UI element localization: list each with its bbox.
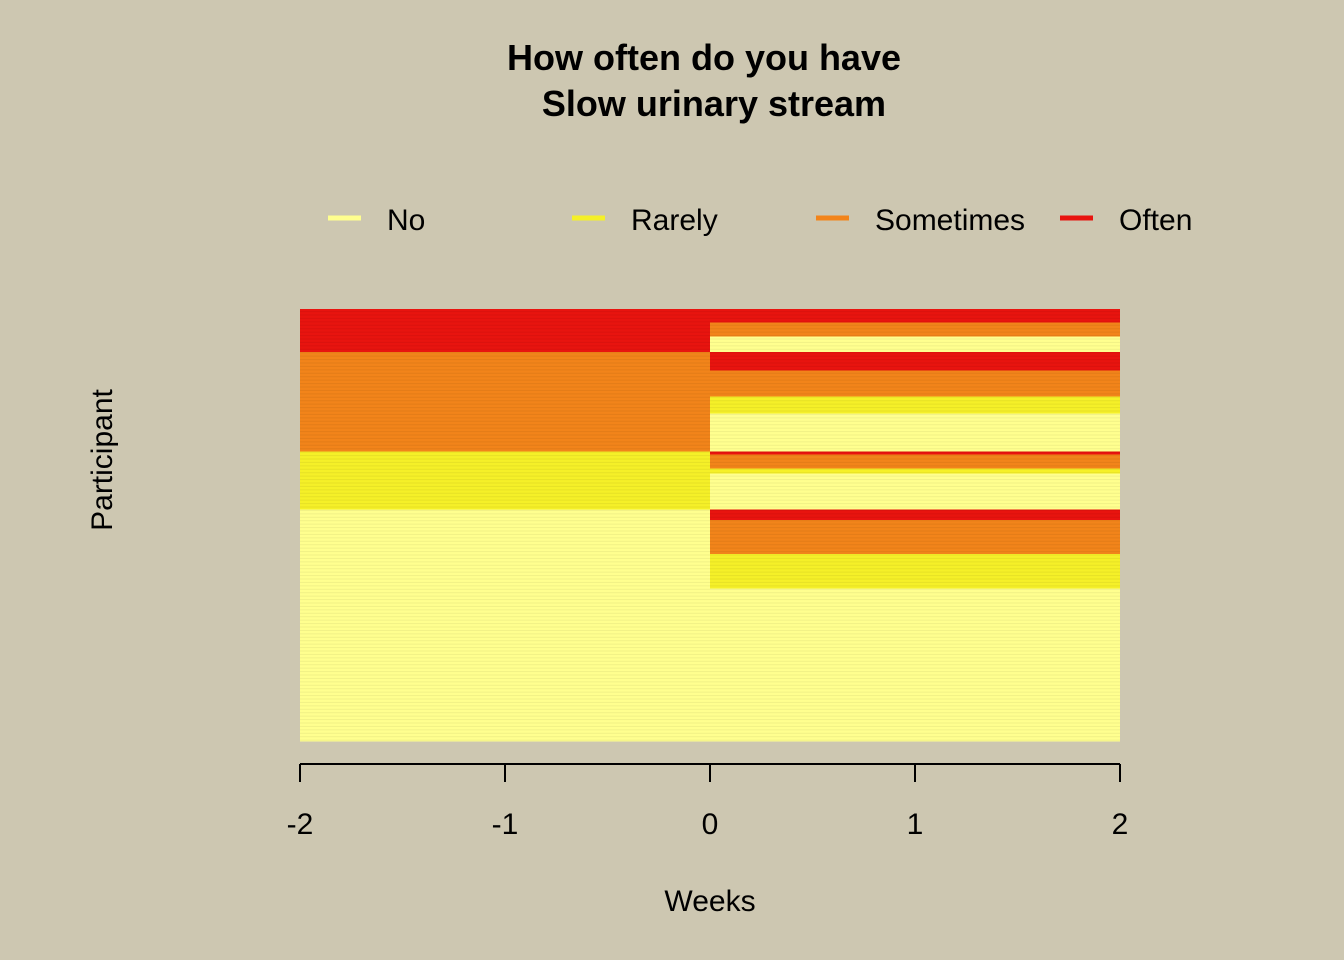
cell-before-14: [300, 588, 710, 742]
x-tick-label: 0: [702, 808, 719, 841]
cell-after-6: [710, 413, 1120, 452]
legend-label-rarely: Rarely: [631, 204, 718, 237]
x-axis: -2 -1 0 1 2: [287, 763, 1129, 841]
chart-title: How often do you have Slow urinary strea…: [507, 37, 901, 124]
legend: No Rarely Sometimes Often: [328, 204, 1192, 237]
chart-title-line-2: Slow urinary stream: [542, 83, 886, 124]
cell-before-1: [300, 322, 710, 337]
chart-title-line-1: How often do you have: [507, 37, 901, 78]
cell-before-10: [300, 473, 710, 510]
cell-before-0: [300, 309, 710, 324]
cell-after-9: [710, 468, 1120, 474]
cell-before-2: [300, 336, 710, 353]
cell-after-7: [710, 451, 1120, 456]
cell-after-12: [710, 519, 1120, 555]
x-tick-label: -2: [287, 808, 314, 841]
cell-after-2: [710, 336, 1120, 353]
x-tick-label: 2: [1112, 808, 1129, 841]
cell-before-3: [300, 351, 710, 372]
cell-after-8: [710, 454, 1120, 469]
cell-before-6: [300, 413, 710, 452]
cell-after-1: [710, 322, 1120, 337]
participant-row-lines: [300, 311, 1120, 741]
cell-before-8: [300, 454, 710, 469]
cell-after-5: [710, 396, 1120, 414]
x-tick-label: -1: [492, 808, 519, 841]
cell-before-4: [300, 370, 710, 397]
cell-before-12: [300, 519, 710, 555]
y-axis-label: Participant: [86, 388, 119, 530]
cell-after-11: [710, 509, 1120, 521]
legend-label-often: Often: [1119, 204, 1192, 237]
cell-after-4: [710, 370, 1120, 397]
cell-after-13: [710, 554, 1120, 589]
cell-after-14: [710, 588, 1120, 742]
cell-before-5: [300, 396, 710, 414]
cell-after-0: [710, 309, 1120, 324]
cell-after-10: [710, 473, 1120, 510]
x-axis-label: Weeks: [664, 885, 755, 918]
x-tick-label: 1: [907, 808, 924, 841]
heatmap-cells: [300, 309, 1120, 742]
cell-before-9: [300, 468, 710, 474]
legend-label-sometimes: Sometimes: [875, 204, 1025, 237]
cell-before-13: [300, 554, 710, 589]
cell-after-3: [710, 351, 1120, 372]
cell-before-11: [300, 509, 710, 521]
legend-label-no: No: [387, 204, 425, 237]
cell-before-7: [300, 451, 710, 456]
